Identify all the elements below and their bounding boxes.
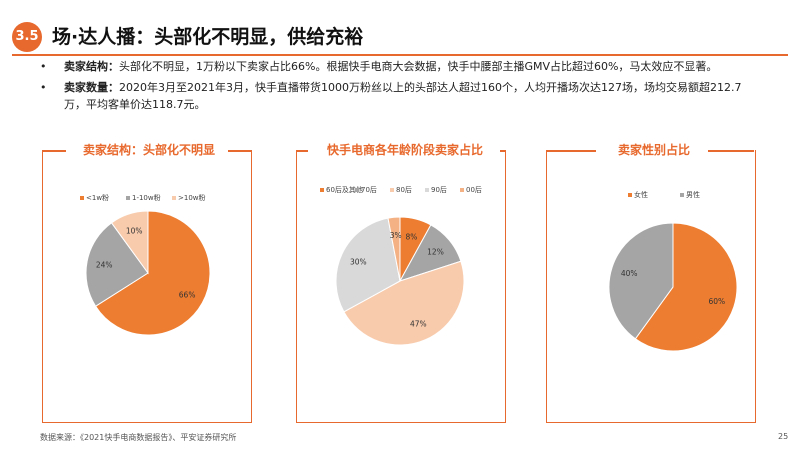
slice-value-label: 24%: [96, 261, 113, 270]
legend-label: 00后: [466, 185, 482, 194]
legend-label: <1w粉: [86, 193, 109, 202]
legend-label: 1-10w粉: [132, 193, 161, 202]
slice-value-label: 40%: [621, 269, 638, 278]
pie-slice: [634, 222, 738, 352]
slice-value-label: 10%: [126, 227, 143, 236]
header: 3.5 场·达人播：头部化不明显，供给充裕: [0, 0, 800, 56]
bullet-list: • 卖家结构：头部化不明显，1万粉以下卖家占比66%。根据快手电商大会数据，快手…: [40, 58, 760, 117]
bullet-label: 卖家结构：: [64, 60, 119, 73]
panel-border: [704, 150, 754, 152]
slice-value-label: 66%: [179, 291, 196, 300]
slice-value-label: 8%: [406, 232, 418, 241]
panel-age-distribution: [296, 150, 506, 423]
legend-swatch: [425, 188, 429, 192]
slice-value-label: 60%: [708, 297, 725, 306]
bullet-seller-count: • 卖家数量：2020年3月至2021年3月，快手直播带货1000万粉丝以上的头…: [40, 79, 760, 113]
legend-swatch: [680, 193, 684, 197]
pie-slice: [387, 216, 401, 282]
bullet-label: 卖家数量：: [64, 81, 119, 94]
panel-border: [494, 150, 506, 152]
bullet-dot: •: [40, 60, 47, 73]
legend-label: 90后: [431, 185, 447, 194]
legend-label: 男性: [686, 190, 700, 199]
panel-border: [546, 150, 596, 152]
chart-title: 卖家结构：头部化不明显: [70, 141, 228, 158]
panel-border: [228, 150, 252, 152]
legend-label: 70后: [361, 185, 377, 194]
pie-slice: [343, 260, 465, 346]
slice-value-label: 3%: [390, 231, 402, 240]
legend-label: >10w粉: [178, 193, 206, 202]
legend-swatch: [80, 196, 84, 200]
legend-label: 80后: [396, 185, 412, 194]
legend-label: 女性: [634, 190, 648, 199]
slice-value-label: 47%: [410, 319, 427, 328]
legend-swatch: [320, 188, 324, 192]
bullet-text: 头部化不明显，1万粉以下卖家占比66%。根据快手电商大会数据，快手中腰部主播GM…: [119, 60, 718, 73]
legend-label: 60后及其他: [326, 185, 363, 194]
slice-value-label: 30%: [350, 257, 367, 266]
bullet-text: 2020年3月至2021年3月，快手直播带货1000万粉丝以上的头部达人超过16…: [64, 81, 742, 111]
pie-slice: [85, 222, 149, 307]
data-source: 数据来源：《2021快手电商数据报告》、平安证券研究所: [40, 433, 237, 442]
legend-swatch: [628, 193, 632, 197]
panel-border: [296, 150, 308, 152]
pie-slice: [94, 210, 211, 336]
panel-seller-structure: [42, 150, 252, 423]
page-number: 25: [778, 432, 789, 441]
slice-value-label: 12%: [427, 248, 444, 257]
title-rule: [12, 54, 788, 56]
legend-swatch: [460, 188, 464, 192]
chart-title: 卖家性别占比: [600, 141, 708, 158]
legend-swatch: [355, 188, 359, 192]
legend-swatch: [390, 188, 394, 192]
chart-title: 快手电商各年龄阶段卖家占比: [310, 141, 500, 158]
page-title: 场·达人播：头部化不明显，供给充裕: [52, 26, 364, 48]
legend-swatch: [172, 196, 176, 200]
pie-slice: [110, 210, 149, 275]
panel-border: [42, 150, 66, 152]
bullet-dot: •: [40, 81, 47, 94]
bullet-seller-structure: • 卖家结构：头部化不明显，1万粉以下卖家占比66%。根据快手电商大会数据，快手…: [40, 58, 760, 75]
section-badge: 3.5: [12, 22, 42, 52]
legend-swatch: [126, 196, 130, 200]
panel-gender: [546, 150, 756, 423]
pie-slice: [608, 222, 674, 340]
pie-slice: [335, 217, 401, 313]
